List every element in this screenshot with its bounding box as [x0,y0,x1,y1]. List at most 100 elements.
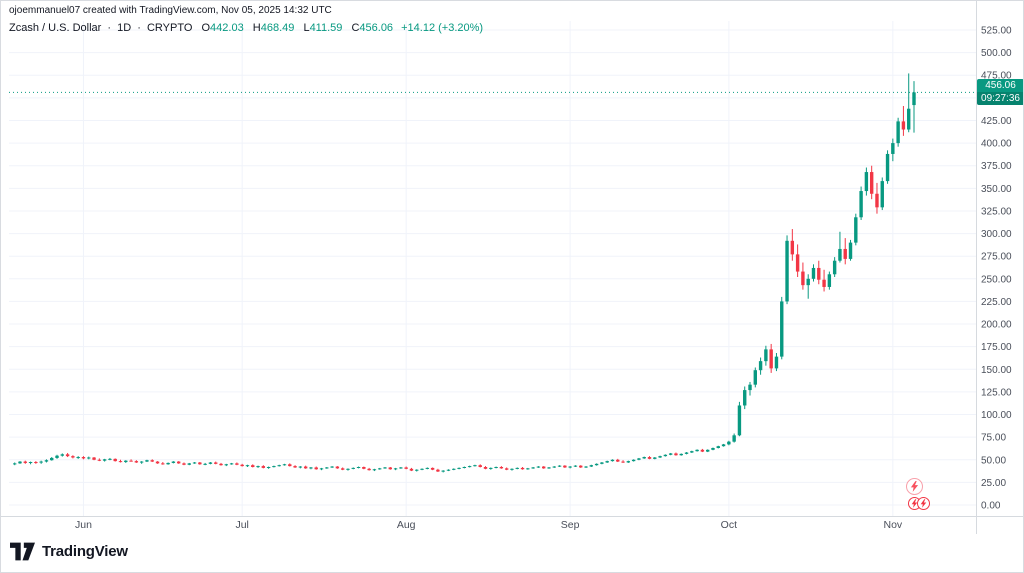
candle-body [790,240,795,255]
legend-separator: · [137,22,141,34]
candle-body [325,467,329,469]
candle-body [192,462,197,464]
candle-body [298,466,303,468]
candle-body [684,452,689,454]
candle-body [547,467,551,469]
candle-body [430,467,435,470]
candle-body [383,467,387,469]
candle-body [235,463,239,465]
candle-body [711,448,715,450]
candle-body [303,466,308,469]
candle-body [780,301,784,357]
price-tick-label: 500.00 [981,48,1012,59]
candle-body [610,459,615,462]
candle-body [605,461,609,463]
candle-body [743,390,747,406]
event-pair-icons[interactable] [908,497,930,510]
candle-body [473,465,477,467]
candle-body [176,461,181,464]
candle-body [700,449,705,452]
candle-body [536,466,541,468]
symbol-title[interactable]: Zcash / U.S. Dollar [9,22,102,34]
candle-body [891,143,895,154]
candle-body [60,454,65,456]
candle-body [483,467,488,469]
candle-body [727,441,731,445]
candle-body [335,466,340,469]
candle-body [504,468,509,470]
month-tick-label: Jul [235,519,248,531]
candle-body [907,108,911,130]
candle-body [843,248,847,259]
candle-body [23,461,27,463]
price-tick-label: 25.00 [981,478,1006,489]
candle-body [674,453,678,456]
event-mini-icon-2 [917,497,930,510]
candle-body [436,469,440,472]
candle-body [753,370,757,385]
candle-body [208,462,213,464]
candle-body [102,459,107,461]
month-tick-label: Nov [883,519,902,531]
candle-body [579,465,583,468]
price-tick-label: 175.00 [981,342,1012,353]
candle-body [171,461,176,463]
candle-body [18,461,22,464]
axis-lines [1,1,1023,534]
footer-brand[interactable]: TradingView [10,541,128,562]
candle-body [573,465,578,467]
candle-body [362,467,366,469]
candle-body [626,461,631,463]
candle-body [388,467,392,470]
candle-body [288,464,292,467]
candle-body [393,468,398,470]
candle-body [219,463,223,466]
interval-label[interactable]: 1D [117,22,132,34]
price-tick-label: 0.00 [981,501,1001,512]
candle-body [462,467,467,468]
candle-body [65,454,70,457]
candle-body [690,451,694,453]
candle-body [478,465,482,467]
candle-body [827,274,832,287]
candle-body [446,469,451,471]
candle-body [441,470,445,472]
candle-body [113,458,117,462]
candle-body [568,466,572,468]
candle-body [594,463,599,466]
open-label: O [201,22,211,34]
candle-body [314,467,318,470]
price-tick-label: 150.00 [981,365,1012,376]
candle-body [637,458,641,460]
time-axis-labels[interactable]: Jun Jul Aug Sep Oct Nov [75,519,903,531]
price-tick-label: 325.00 [981,206,1012,217]
candle-body [631,459,636,462]
candle-body [647,457,652,459]
candle-body [356,467,361,468]
price-tick-label: 200.00 [981,320,1012,331]
candle-body [515,467,519,469]
candle-body [372,469,377,471]
last-price-badge: 456.06 09:27:36 [977,79,1023,106]
candle-body [494,467,498,468]
candle-body [668,453,673,455]
candle-body [854,217,858,243]
month-tick-label: Aug [397,519,416,531]
event-lightning-icon[interactable] [906,478,923,495]
candle-body [13,463,17,465]
candle-body [87,457,91,459]
brand-name: TradingView [42,543,128,560]
candle-body [340,468,345,470]
candle-body [795,254,800,272]
price-tick-label: 50.00 [981,455,1006,466]
price-tick-label: 475.00 [981,71,1012,82]
lightning-icon [910,481,919,492]
candle-body [28,462,33,464]
price-axis-labels[interactable]: 0.00 25.00 50.00 75.00 100.00 125.00 150.00 175… [981,26,1012,512]
candle-body [309,467,313,469]
candle-body [155,461,160,464]
candle-body [679,453,683,456]
candles-layer[interactable] [13,73,916,473]
candle-body [203,463,207,465]
